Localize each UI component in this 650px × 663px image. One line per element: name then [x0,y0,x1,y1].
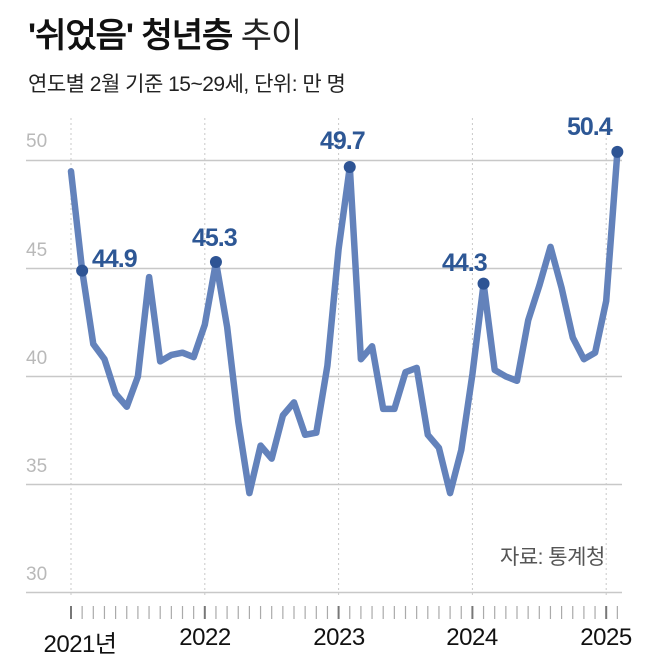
marker-50.4 [611,145,624,158]
y-tick-45: 45 [26,240,48,261]
chart-title-bold: '쉬었음' 청년층 [28,17,233,55]
x-tick-2023: 2023 [313,624,365,651]
data-markers [76,145,624,290]
y-tick-40: 40 [26,348,48,369]
marker-45.3 [209,256,222,269]
value-label-2022: 45.3 [192,224,238,252]
chart-title: '쉬었음' 청년층 추이 [28,8,303,57]
marker-44.9 [76,264,89,277]
x-tick-2025: 2025 [580,624,632,651]
marker-44.3 [477,277,490,290]
y-tick-35: 35 [26,456,48,477]
x-tick-2021: 2021년 [43,631,117,658]
x-axis-ticks [70,606,618,619]
year-divider-lines [70,118,607,598]
value-label-2024: 44.3 [442,249,488,277]
source-note: 자료: 통계청 [500,546,605,569]
marker-49.7 [343,160,356,173]
value-label-2023: 49.7 [320,127,366,155]
value-label-2025: 50.4 [567,113,613,141]
chart-title-light: 추이 [232,17,303,55]
x-tick-2024: 2024 [446,624,498,651]
chart-subtitle: 연도별 2월 기준 15~29세, 단위: 만 명 [28,73,346,96]
y-tick-30: 30 [26,564,48,585]
y-tick-50: 50 [26,131,48,152]
x-tick-2022: 2022 [179,624,231,651]
data-line [67,148,621,497]
value-label-2021: 44.9 [92,245,138,273]
